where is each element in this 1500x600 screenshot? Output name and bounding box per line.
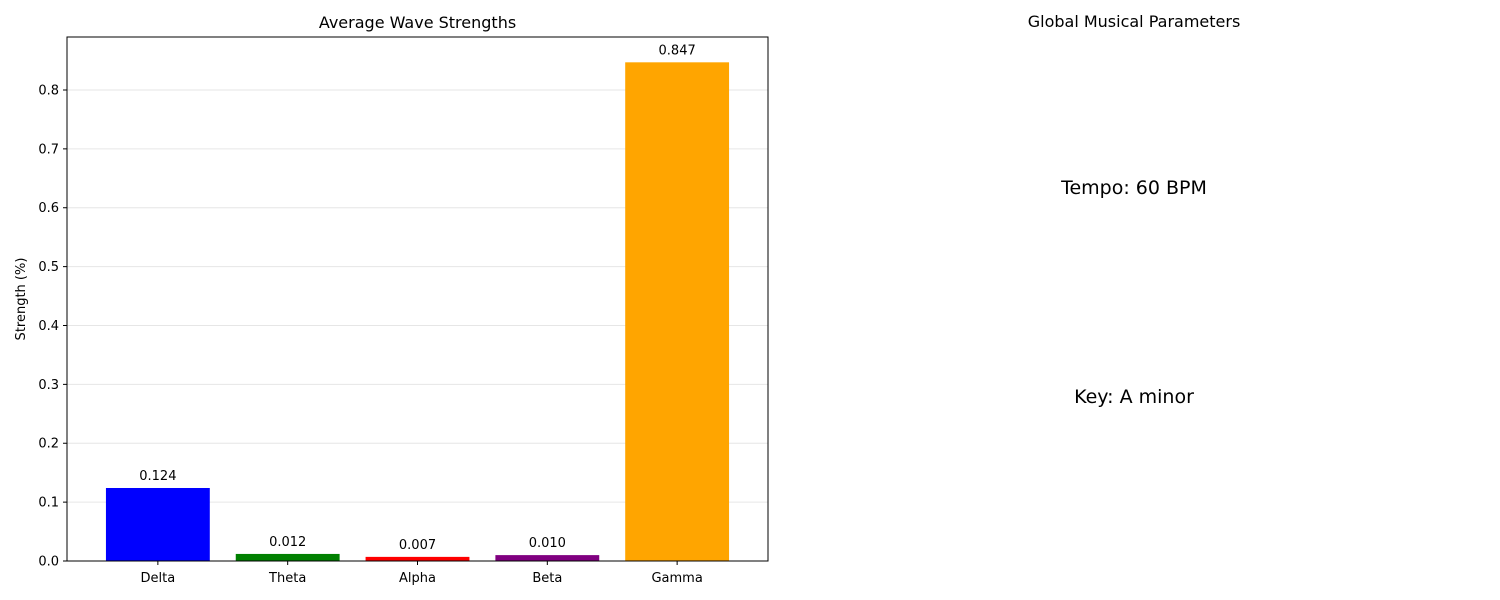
panel-title: Global Musical Parameters xyxy=(1027,12,1241,31)
musical-parameters-panel: Global Musical Parameters Tempo: 60 BPM … xyxy=(800,0,1468,600)
x-tick-label: Gamma xyxy=(651,571,702,586)
y-tick-label: 0.0 xyxy=(38,555,59,570)
plot-frame xyxy=(66,36,769,562)
bar-gamma xyxy=(625,62,730,561)
x-tick-label: Delta xyxy=(141,571,176,586)
y-tick-label: 0.5 xyxy=(38,260,59,275)
y-tick-label: 0.4 xyxy=(38,319,59,334)
bar-value-label: 0.124 xyxy=(139,469,176,484)
y-tick-label: 0.7 xyxy=(38,142,59,157)
y-tick-label: 0.3 xyxy=(38,378,59,393)
bar-theta xyxy=(235,553,340,561)
bar-beta xyxy=(495,555,600,561)
bar-value-label: 0.010 xyxy=(529,536,566,551)
bar-value-label: 0.012 xyxy=(269,535,306,550)
bar-value-label: 0.847 xyxy=(659,43,696,58)
bar-delta xyxy=(105,487,210,561)
x-tick-label: Beta xyxy=(532,571,562,586)
y-tick-label: 0.1 xyxy=(38,496,59,511)
key-value: Key: A minor xyxy=(1074,386,1194,408)
y-tick-label: 0.6 xyxy=(38,201,59,216)
y-tick-label: 0.2 xyxy=(38,437,59,452)
chart-title: Average Wave Strengths xyxy=(319,13,516,32)
x-tick-label: Alpha xyxy=(399,571,436,586)
x-tick-label: Theta xyxy=(268,571,306,586)
bar-alpha xyxy=(365,556,470,561)
y-tick-label: 0.8 xyxy=(38,83,59,98)
bar-value-label: 0.007 xyxy=(399,538,436,553)
y-axis-label: Strength (%) xyxy=(14,258,29,341)
tempo-value: Tempo: 60 BPM xyxy=(1061,177,1207,199)
wave-strength-chart: 0.124 Delta 0.012 Theta 0.007 Alpha 0.010 Beta 0… xyxy=(14,13,769,586)
